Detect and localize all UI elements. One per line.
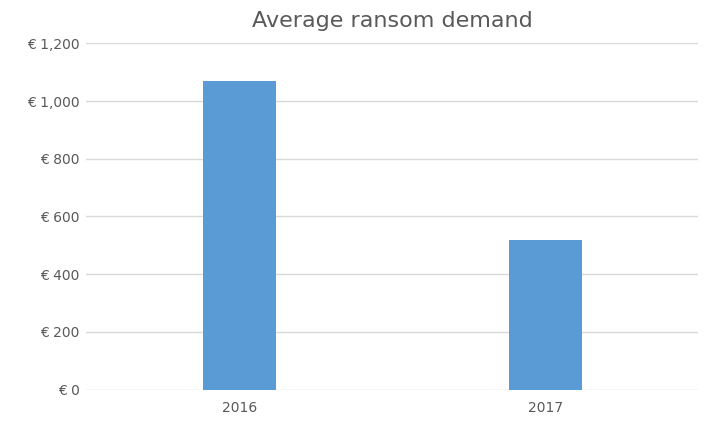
Bar bbox=[203, 81, 276, 390]
Bar bbox=[508, 239, 582, 390]
Title: Average ransom demand: Average ransom demand bbox=[252, 11, 533, 31]
